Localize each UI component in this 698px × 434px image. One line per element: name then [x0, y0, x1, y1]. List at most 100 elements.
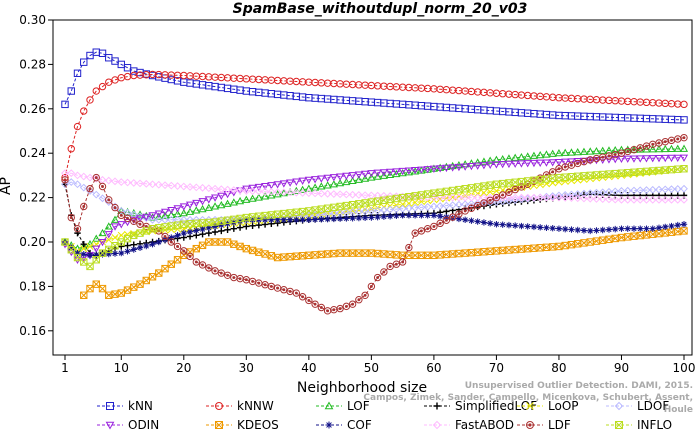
data-point-dot — [507, 190, 511, 194]
data-point — [680, 184, 688, 193]
data-point — [436, 213, 444, 220]
data-point — [511, 153, 520, 161]
data-point-cross — [292, 252, 300, 260]
data-point — [529, 159, 538, 168]
x-tick-label: 70 — [489, 361, 504, 375]
data-point-cross — [211, 218, 219, 226]
data-point — [373, 169, 382, 177]
data-point-dot — [663, 140, 667, 144]
data-point — [486, 196, 494, 204]
data-point — [155, 269, 163, 277]
data-point — [361, 191, 370, 200]
legend-item: INFLO — [606, 418, 672, 432]
data-point-dot — [138, 222, 142, 226]
data-point — [392, 260, 401, 268]
data-point-cross — [455, 249, 463, 258]
data-point — [573, 147, 582, 156]
data-point — [392, 168, 401, 176]
data-point-cross — [636, 168, 644, 176]
data-point — [211, 223, 219, 230]
data-point-dot — [394, 262, 398, 266]
data-point — [98, 82, 107, 91]
data-point-cross — [430, 251, 438, 259]
data-point — [548, 192, 557, 200]
x-tick-label: 90 — [614, 361, 629, 375]
data-point — [442, 162, 451, 171]
data-point-cross — [511, 178, 519, 186]
y-tick-label: 0.28 — [19, 57, 46, 71]
data-point — [330, 215, 338, 223]
data-point-cross — [424, 251, 432, 259]
data-point — [448, 161, 457, 170]
data-point-cross — [455, 186, 463, 194]
data-point-dot — [144, 225, 148, 228]
data-point — [86, 187, 94, 195]
data-point-cross — [136, 229, 144, 237]
data-point-cross — [224, 238, 232, 246]
data-point-cross — [105, 291, 113, 299]
data-point-cross — [615, 421, 623, 429]
data-point-cross — [511, 245, 519, 254]
data-point-cross — [267, 211, 275, 219]
data-point-cross — [123, 235, 132, 243]
data-point — [111, 177, 119, 186]
data-point — [411, 229, 419, 237]
data-point — [249, 222, 256, 229]
data-point-dot — [570, 163, 573, 167]
data-point — [105, 421, 115, 430]
data-point-cross — [92, 256, 100, 264]
data-point-cross — [611, 234, 619, 243]
data-point — [299, 216, 306, 223]
data-point-cross — [355, 249, 363, 257]
data-point — [586, 147, 595, 155]
data-point-cross — [467, 249, 475, 257]
data-point — [223, 199, 232, 207]
data-point-dot — [670, 138, 673, 142]
data-point — [317, 303, 326, 312]
data-point-cross — [399, 194, 407, 202]
data-point — [355, 214, 363, 222]
x-axis-label: Neighborhood size — [297, 380, 427, 396]
data-point — [386, 205, 395, 214]
data-point — [236, 196, 245, 205]
data-point — [411, 167, 420, 175]
data-point — [205, 224, 213, 231]
data-point — [611, 195, 620, 204]
data-point — [74, 229, 81, 237]
data-point — [292, 289, 301, 297]
data-point — [523, 193, 532, 202]
data-point — [229, 189, 238, 197]
data-point — [680, 192, 688, 199]
data-point — [367, 207, 376, 215]
data-point — [467, 163, 476, 171]
data-point — [555, 191, 563, 200]
data-point-cross — [199, 241, 207, 249]
data-point-cross — [136, 280, 144, 288]
data-point — [580, 194, 588, 203]
data-point-cross — [467, 184, 475, 192]
legend-label: LoOP — [548, 399, 579, 413]
data-point — [411, 212, 419, 219]
data-point-cross — [342, 202, 350, 210]
data-point — [336, 215, 344, 222]
data-point — [348, 190, 357, 199]
data-point-dot — [188, 254, 192, 258]
data-point — [424, 212, 431, 219]
data-point — [617, 187, 626, 195]
legend-label: kNNW — [237, 399, 274, 413]
data-point-dot — [169, 240, 173, 244]
data-point — [92, 234, 101, 242]
data-point-dot — [613, 153, 617, 156]
data-point-dot — [94, 176, 98, 180]
data-point-cross — [142, 227, 150, 235]
data-point — [223, 271, 232, 279]
data-point-dot — [219, 271, 223, 275]
data-point-cross — [555, 174, 563, 182]
data-point — [436, 219, 444, 228]
data-point — [398, 168, 407, 177]
data-point — [342, 190, 351, 199]
data-point-dot — [457, 212, 461, 216]
data-point — [486, 188, 494, 196]
data-point — [329, 180, 338, 188]
data-point-cross — [215, 421, 223, 429]
